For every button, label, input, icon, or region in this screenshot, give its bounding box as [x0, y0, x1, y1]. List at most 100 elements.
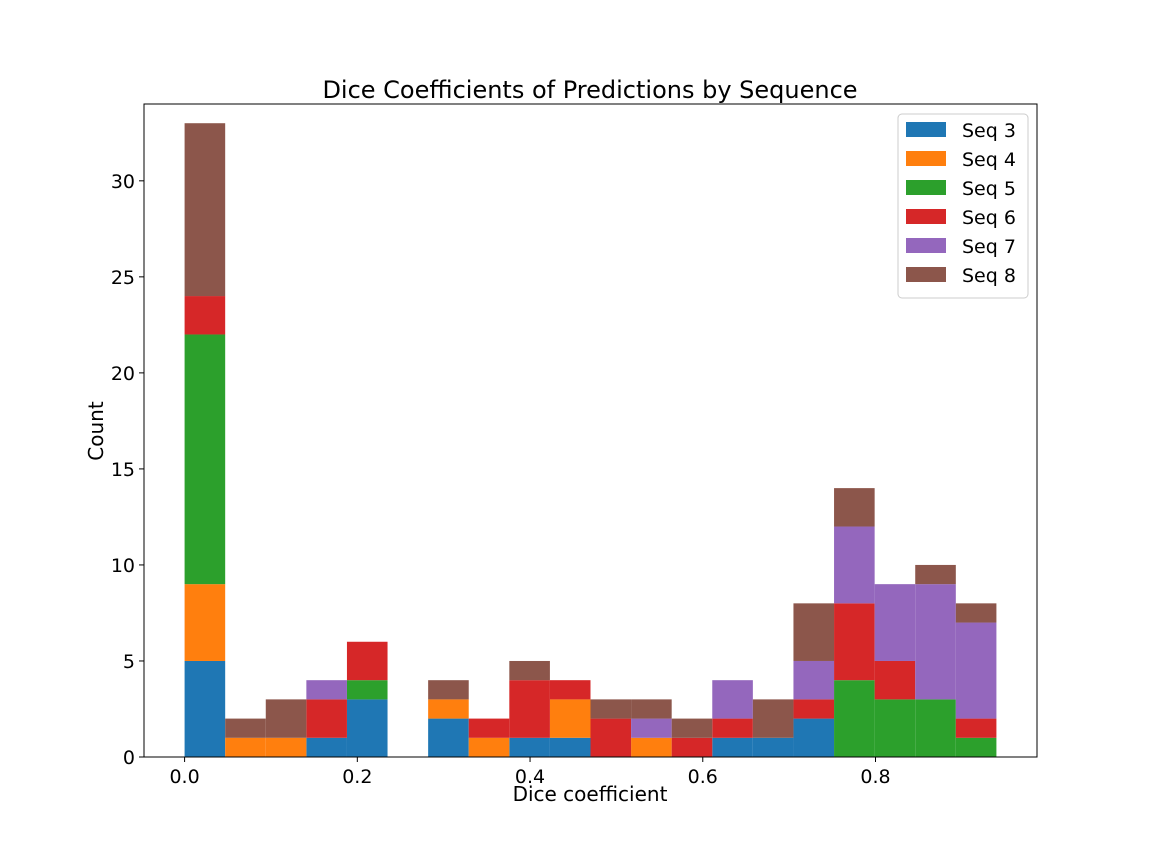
chart-title: Dice Coefficients of Predictions by Sequ…: [322, 76, 857, 104]
bar: [793, 660, 835, 700]
bars-layer: [184, 123, 997, 757]
bar: [346, 641, 388, 681]
bar: [468, 718, 510, 738]
bar: [834, 680, 875, 757]
bar: [712, 718, 753, 738]
x-tick-label: 0.8: [860, 766, 890, 788]
series-seq-5: [184, 334, 997, 757]
y-tick-label: 10: [111, 555, 135, 577]
bar: [549, 680, 591, 700]
bar: [306, 680, 347, 700]
legend-swatch: [906, 180, 946, 195]
x-tick-label: 0.6: [688, 766, 718, 788]
series-seq-3: [184, 660, 835, 757]
bar: [590, 718, 632, 757]
bar: [549, 737, 591, 757]
bar: [184, 123, 226, 297]
legend-swatch: [906, 209, 946, 224]
legend-swatch: [906, 238, 946, 253]
bar: [793, 699, 835, 719]
bar: [265, 737, 307, 757]
bar: [428, 718, 469, 757]
legend-label: Seq 4: [962, 149, 1016, 171]
legend-swatch: [906, 267, 946, 282]
y-tick-label: 25: [111, 267, 135, 289]
bar: [549, 699, 591, 738]
bar: [712, 737, 753, 757]
bar: [955, 622, 997, 719]
bar: [225, 737, 266, 757]
legend-item: Seq 6: [906, 207, 1016, 229]
y-axis: 0 5 10 15 20 25 30: [111, 171, 144, 769]
legend-item: Seq 4: [906, 149, 1016, 171]
bar: [834, 488, 875, 527]
bar: [752, 737, 794, 757]
plot-area-frame: [143, 103, 1038, 758]
y-tick-label: 5: [123, 651, 135, 673]
legend: Seq 3 Seq 4 Seq 5 Seq 6 Seq 7 Seq 8: [897, 113, 1029, 299]
legend-swatch: [906, 151, 946, 166]
bar: [834, 526, 875, 604]
series-seq-8: [184, 123, 997, 738]
bar: [874, 660, 916, 700]
bar: [346, 699, 388, 757]
legend-item: Seq 7: [906, 236, 1016, 258]
y-tick-label: 0: [123, 747, 135, 769]
legend-label: Seq 6: [962, 207, 1016, 229]
bar: [306, 737, 347, 757]
bar: [306, 699, 347, 738]
bar: [793, 603, 835, 661]
y-axis-label: Count: [84, 401, 108, 461]
bar: [509, 660, 550, 681]
bar: [184, 296, 226, 335]
series-seq-6: [184, 296, 997, 757]
bar: [955, 737, 997, 757]
bar: [590, 699, 632, 719]
x-tick-label: 0.4: [515, 766, 545, 788]
bar: [955, 603, 997, 623]
bar: [184, 584, 226, 661]
bar: [671, 718, 713, 738]
x-axis-label: Dice coefficient: [513, 782, 668, 806]
bar: [915, 699, 956, 757]
bar: [346, 680, 388, 700]
legend-label: Seq 3: [962, 120, 1016, 142]
y-tick-label: 30: [111, 171, 135, 193]
bar: [752, 699, 794, 738]
bar: [184, 660, 226, 757]
bar: [468, 737, 510, 757]
legend-item: Seq 3: [906, 120, 1016, 142]
bar: [509, 680, 550, 738]
bar: [874, 584, 916, 661]
legend-item: Seq 8: [906, 265, 1016, 287]
bar: [834, 603, 875, 681]
bar: [184, 334, 226, 585]
series-seq-7: [306, 526, 997, 738]
legend-label: Seq 5: [962, 178, 1016, 200]
bar: [915, 584, 956, 700]
bar: [874, 699, 916, 757]
legend-swatch: [906, 122, 946, 137]
x-tick-label: 0.2: [342, 766, 372, 788]
bar: [631, 737, 672, 757]
y-tick-label: 20: [111, 363, 135, 385]
bar: [955, 718, 997, 738]
series-seq-4: [184, 584, 672, 757]
bar: [915, 564, 956, 585]
x-tick-label: 0.0: [169, 766, 199, 788]
y-tick-label: 15: [111, 459, 135, 481]
x-axis: 0.0 0.2 0.4 0.6 0.8: [169, 757, 891, 788]
bar: [428, 680, 469, 700]
legend-label: Seq 7: [962, 236, 1016, 258]
bar: [631, 718, 672, 738]
bar: [631, 699, 672, 719]
legend-label: Seq 8: [962, 265, 1016, 287]
legend-item: Seq 5: [906, 178, 1016, 200]
bar: [428, 699, 469, 719]
bar: [712, 680, 753, 719]
bar: [509, 737, 550, 757]
bar: [265, 699, 307, 738]
bar: [225, 718, 266, 738]
bar: [793, 718, 835, 757]
